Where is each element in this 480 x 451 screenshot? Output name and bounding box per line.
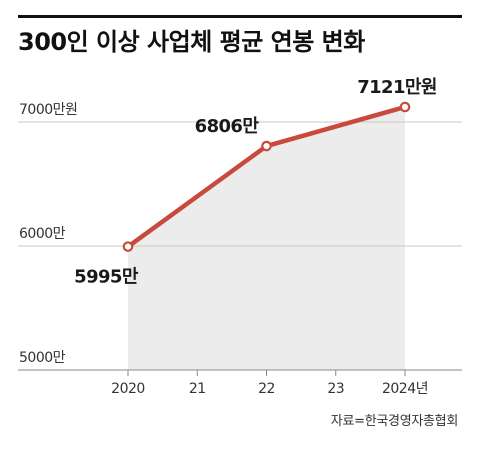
x-tick-label: 2024년 [382,381,428,397]
area-fill [128,106,405,370]
data-point [399,101,411,113]
data-point [261,140,272,152]
chart-title: 300인 이상 사업체 평균 연봉 변화 [18,28,365,56]
y-tick-label: 6000만 [19,226,66,242]
data-label: 6806만 [195,116,260,137]
x-tick-label: 22 [258,381,275,397]
x-tick-label: 2020 [111,381,145,397]
x-tick-label: 23 [327,381,344,397]
data-point [122,241,134,252]
source-note: 자료=한국경영자총협회 [330,414,459,429]
data-label: 7121만원 [357,77,437,98]
y-tick-label: 5000만 [19,350,66,366]
data-label: 5995만 [74,267,139,288]
y-tick-label: 7000만원 [19,102,77,118]
title-rule [18,15,462,18]
x-tick-label: 21 [189,381,206,397]
